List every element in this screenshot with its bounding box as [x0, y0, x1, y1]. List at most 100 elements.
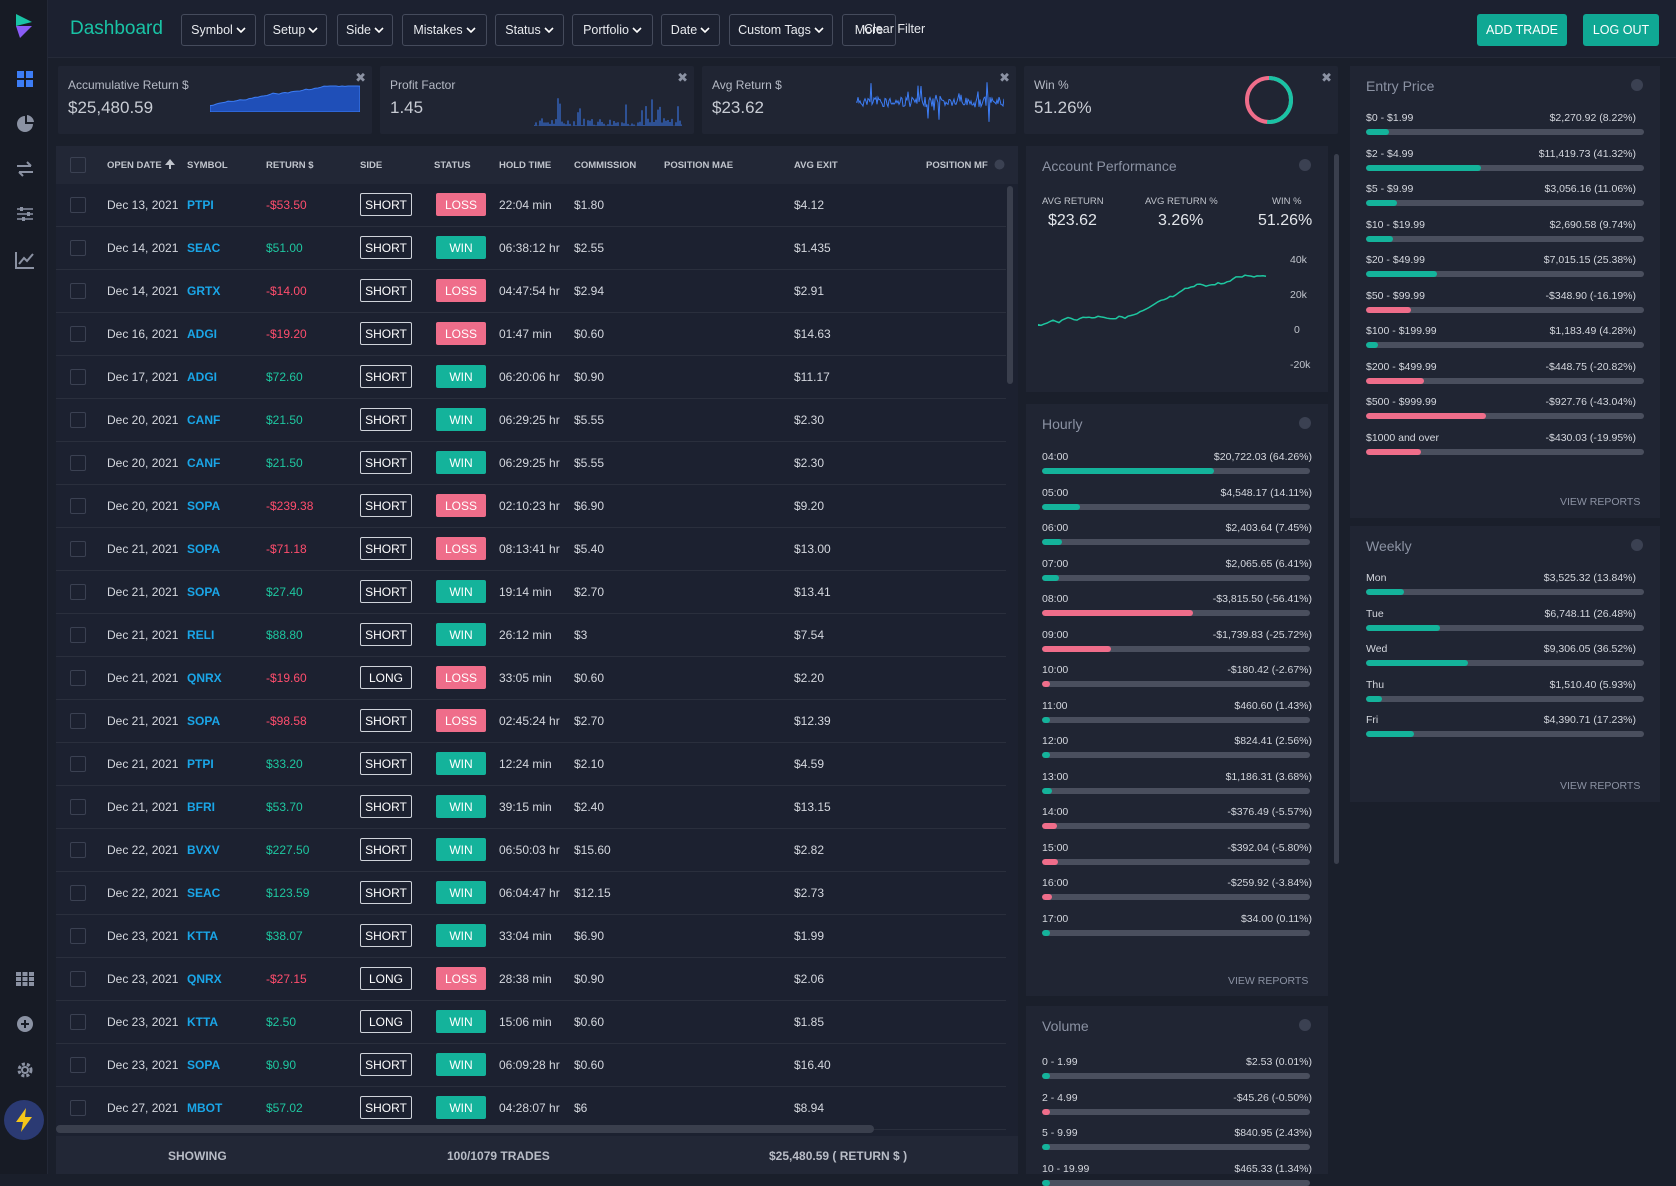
symbol-link[interactable]: SOPA	[187, 714, 221, 728]
table-row[interactable]: Dec 23, 2021 KTTA $38.07 SHORT WIN 33:04 min $…	[56, 915, 1006, 958]
table-row[interactable]: Dec 23, 2021 KTTA $2.50 LONG WIN 15:06 min $0.…	[56, 1001, 1006, 1044]
view-reports-link[interactable]: VIEW REPORTS	[1560, 496, 1641, 508]
table-row[interactable]: Dec 13, 2021 PTPI -$53.50 SHORT LOSS 22:04 mi…	[56, 184, 1006, 227]
table-row[interactable]: Dec 20, 2021 CANF $21.50 SHORT WIN 06:29:25 h…	[56, 399, 1006, 442]
filter-setup-button[interactable]: Setup	[264, 14, 327, 46]
header-symbol[interactable]: SYMBOL	[187, 160, 228, 171]
symbol-link[interactable]: SOPA	[187, 585, 221, 599]
sliders-icon[interactable]	[14, 203, 36, 225]
table-row[interactable]: Dec 23, 2021 SOPA $0.90 SHORT WIN 06:09:28 hr…	[56, 1044, 1006, 1087]
row-checkbox[interactable]	[70, 928, 86, 944]
table-row[interactable]: Dec 21, 2021 SOPA $27.40 SHORT WIN 19:14 min $…	[56, 571, 1006, 614]
row-checkbox[interactable]	[70, 326, 86, 342]
row-checkbox[interactable]	[70, 541, 86, 557]
close-icon[interactable]: ✖	[999, 70, 1010, 85]
symbol-link[interactable]: PTPI	[187, 757, 214, 771]
row-checkbox[interactable]	[70, 885, 86, 901]
symbol-link[interactable]: PTPI	[187, 198, 214, 212]
header-return[interactable]: RETURN $	[266, 160, 314, 171]
row-checkbox[interactable]	[70, 1100, 86, 1116]
filter-symbol-button[interactable]: Symbol	[181, 14, 256, 46]
symbol-link[interactable]: SEAC	[187, 886, 221, 900]
table-row[interactable]: Dec 20, 2021 CANF $21.50 SHORT WIN 06:29:25 h…	[56, 442, 1006, 485]
row-checkbox[interactable]	[70, 369, 86, 385]
table-row[interactable]: Dec 14, 2021 SEAC $51.00 SHORT WIN 06:38:12 h…	[56, 227, 1006, 270]
gear-icon[interactable]	[1298, 416, 1312, 430]
close-icon[interactable]: ✖	[1321, 70, 1332, 85]
row-checkbox[interactable]	[70, 713, 86, 729]
symbol-link[interactable]: SOPA	[187, 542, 221, 556]
select-all-checkbox[interactable]	[70, 157, 86, 173]
table-row[interactable]: Dec 21, 2021 QNRX -$19.60 LONG LOSS 33:05 min…	[56, 657, 1006, 700]
symbol-link[interactable]: CANF	[187, 456, 221, 470]
add-trade-button[interactable]: ADD TRADE	[1477, 14, 1567, 46]
filter-status-button[interactable]: Status	[495, 14, 564, 46]
symbol-link[interactable]: RELI	[187, 628, 215, 642]
add-circle-icon[interactable]	[14, 1013, 36, 1035]
symbol-link[interactable]: SOPA	[187, 499, 221, 513]
row-checkbox[interactable]	[70, 627, 86, 643]
view-reports-link[interactable]: VIEW REPORTS	[1228, 975, 1309, 987]
row-checkbox[interactable]	[70, 498, 86, 514]
header-side[interactable]: SIDE	[360, 160, 383, 171]
symbol-link[interactable]: GRTX	[187, 284, 221, 298]
row-checkbox[interactable]	[70, 412, 86, 428]
row-checkbox[interactable]	[70, 240, 86, 256]
pie-chart-icon[interactable]	[14, 113, 36, 135]
table-row[interactable]: Dec 21, 2021 PTPI $33.20 SHORT WIN 12:24 min $…	[56, 743, 1006, 786]
logout-button[interactable]: LOG OUT	[1583, 14, 1659, 46]
gear-icon[interactable]	[1630, 538, 1644, 552]
row-checkbox[interactable]	[70, 799, 86, 815]
filter-side-button[interactable]: Side	[337, 14, 393, 46]
row-checkbox[interactable]	[70, 584, 86, 600]
table-row[interactable]: Dec 27, 2021 MBOT $57.02 SHORT WIN 04:28:07 h…	[56, 1087, 1006, 1130]
table-row[interactable]: Dec 17, 2021 ADGI $72.60 SHORT WIN 06:20:06 h…	[56, 356, 1006, 399]
view-reports-link[interactable]: VIEW REPORTS	[1560, 780, 1641, 792]
app-logo-icon[interactable]	[12, 12, 36, 40]
transfer-icon[interactable]	[14, 158, 36, 180]
symbol-link[interactable]: SOPA	[187, 1058, 221, 1072]
symbol-link[interactable]: CANF	[187, 413, 221, 427]
symbol-link[interactable]: KTTA	[187, 929, 219, 943]
row-checkbox[interactable]	[70, 756, 86, 772]
symbol-link[interactable]: MBOT	[187, 1101, 223, 1115]
table-row[interactable]: Dec 16, 2021 ADGI -$19.20 SHORT LOSS 01:47 mi…	[56, 313, 1006, 356]
close-icon[interactable]: ✖	[677, 70, 688, 85]
symbol-link[interactable]: BVXV	[187, 843, 220, 857]
gear-icon[interactable]	[1298, 1018, 1312, 1032]
table-row[interactable]: Dec 21, 2021 BFRI $53.70 SHORT WIN 39:15 min $…	[56, 786, 1006, 829]
table-row[interactable]: Dec 14, 2021 GRTX -$14.00 SHORT LOSS 04:47:54…	[56, 270, 1006, 313]
filter-custom-tags-button[interactable]: Custom Tags	[729, 14, 833, 46]
header-commission[interactable]: COMMISSION	[574, 160, 637, 171]
row-checkbox[interactable]	[70, 1057, 86, 1073]
table-row[interactable]: Dec 22, 2021 BVXV $227.50 SHORT WIN 06:50:03 …	[56, 829, 1006, 872]
apps-grid-icon[interactable]	[14, 968, 36, 990]
row-checkbox[interactable]	[70, 842, 86, 858]
clear-filter-link[interactable]: Clear Filter	[864, 22, 926, 36]
column-settings-gear-icon[interactable]	[993, 158, 1006, 171]
trend-chart-icon[interactable]	[14, 249, 36, 271]
header-position-mae[interactable]: POSITION MAE	[664, 160, 734, 171]
row-checkbox[interactable]	[70, 197, 86, 213]
symbol-link[interactable]: QNRX	[187, 972, 222, 986]
header-status[interactable]: STATUS	[434, 160, 471, 171]
panels-scrollbar[interactable]	[1334, 154, 1339, 864]
symbol-link[interactable]: ADGI	[187, 327, 217, 341]
gear-icon[interactable]	[14, 1059, 36, 1081]
filter-date-button[interactable]: Date	[661, 14, 720, 46]
filter-mistakes-button[interactable]: Mistakes	[402, 14, 487, 46]
dashboard-icon[interactable]	[14, 68, 36, 90]
symbol-link[interactable]: QNRX	[187, 671, 222, 685]
table-row[interactable]: Dec 23, 2021 QNRX -$27.15 LONG LOSS 28:38 min…	[56, 958, 1006, 1001]
table-row[interactable]: Dec 21, 2021 RELI $88.80 SHORT WIN 26:12 min $…	[56, 614, 1006, 657]
symbol-link[interactable]: SEAC	[187, 241, 221, 255]
more-filters-button[interactable]: More	[842, 14, 896, 46]
header-position-mf[interactable]: POSITION MF	[926, 160, 988, 171]
filter-portfolio-button[interactable]: Portfolio	[572, 14, 653, 46]
row-checkbox[interactable]	[70, 1014, 86, 1030]
symbol-link[interactable]: ADGI	[187, 370, 217, 384]
table-row[interactable]: Dec 22, 2021 SEAC $123.59 SHORT WIN 06:04:47 …	[56, 872, 1006, 915]
symbol-link[interactable]: BFRI	[187, 800, 215, 814]
header-hold-time[interactable]: HOLD TIME	[499, 160, 552, 171]
table-vertical-scrollbar[interactable]	[1007, 186, 1013, 384]
